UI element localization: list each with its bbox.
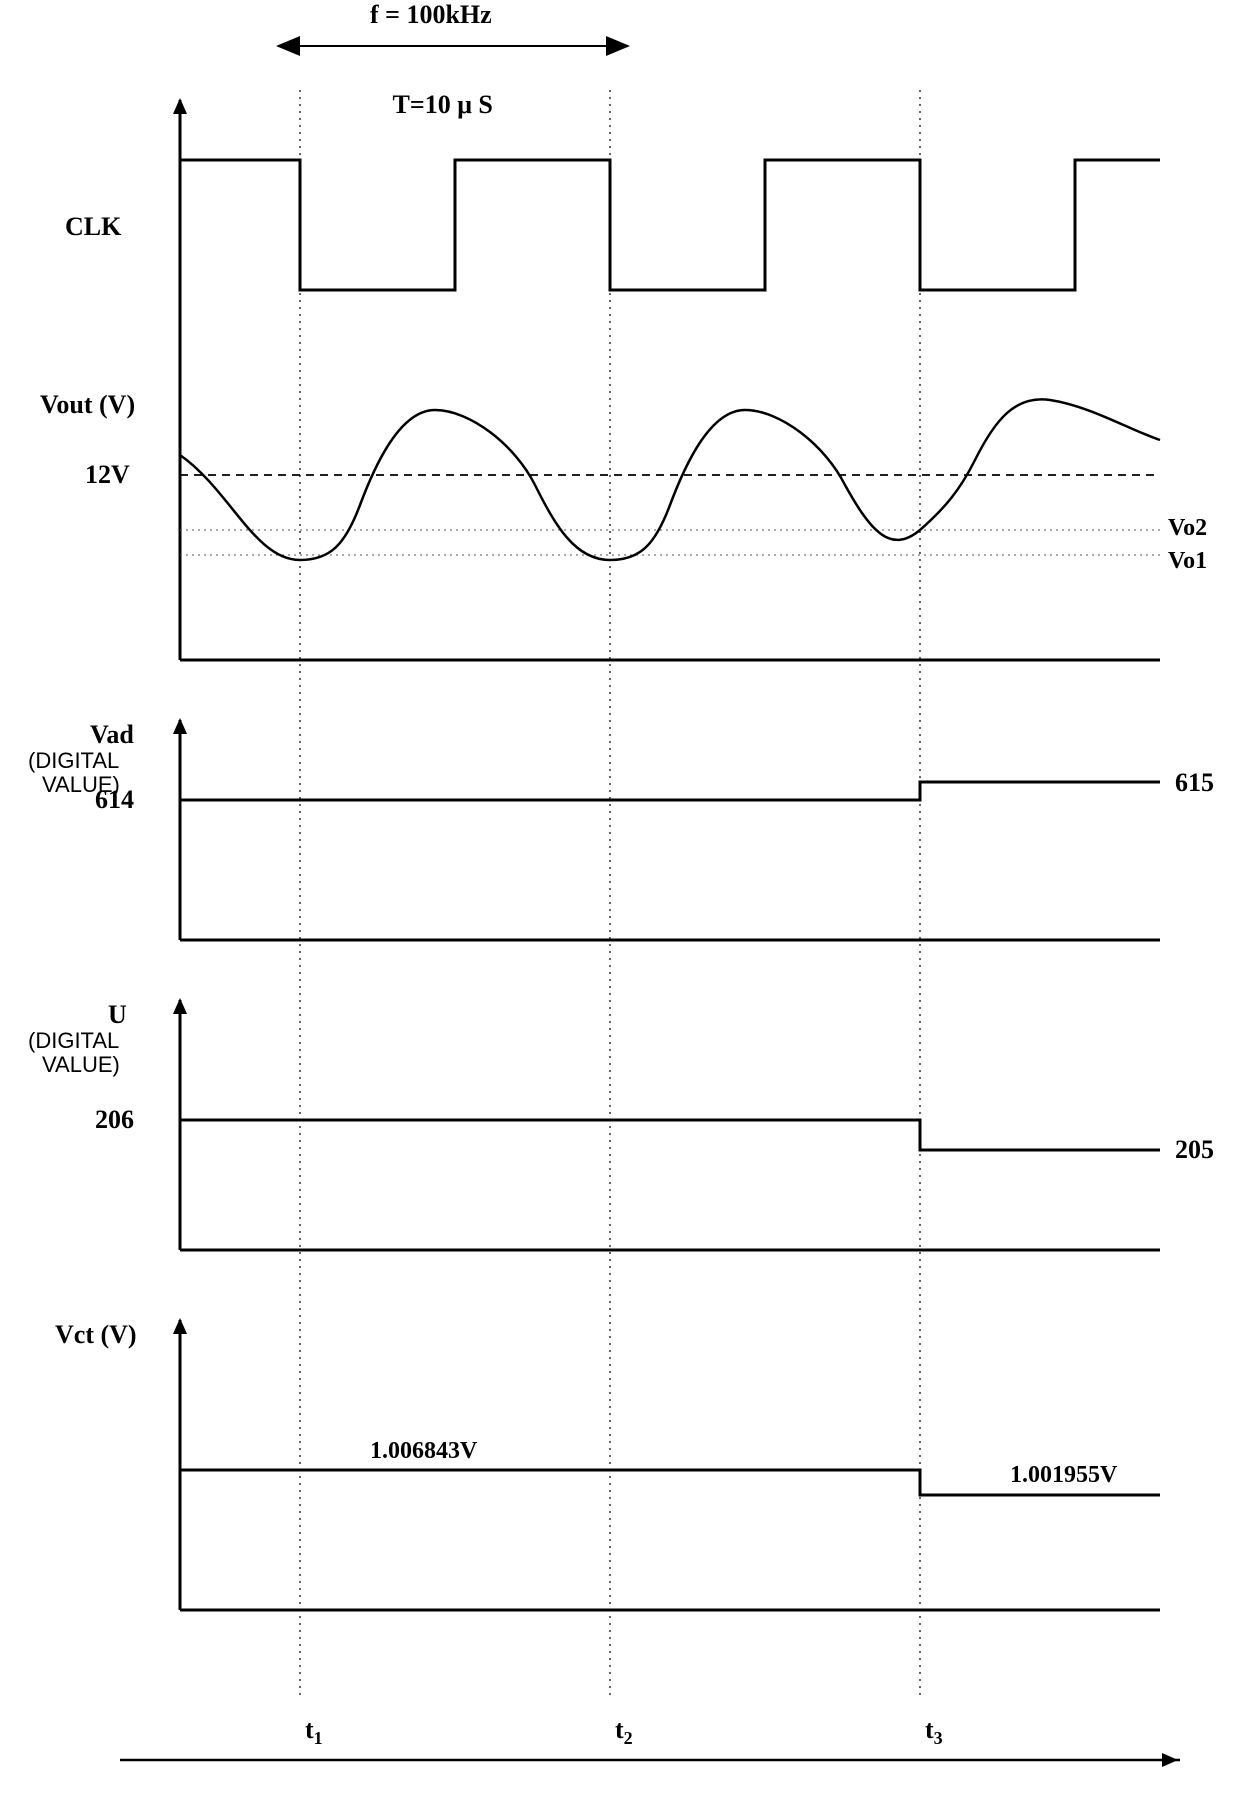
t1-label: t1 (292, 1685, 323, 1749)
t3-label: t3 (912, 1685, 943, 1749)
vct-value-left: 1.006843V (370, 1438, 477, 1465)
t1-sub: 1 (314, 1728, 323, 1748)
t3-sub: 3 (934, 1728, 943, 1748)
period-label-text: T=10 μ S (393, 90, 493, 119)
vout-label: Vout (V) (40, 390, 135, 420)
t2-sub: 2 (624, 1728, 633, 1748)
u-label-sub2: VALUE) (42, 1052, 120, 1078)
vad-value-right: 615 (1175, 768, 1214, 798)
t1-letter: t (305, 1715, 314, 1744)
t3-letter: t (925, 1715, 934, 1744)
vout-vo2-label: Vo2 (1168, 515, 1207, 542)
t2-letter: t (615, 1715, 624, 1744)
u-label-sub1: (DIGITAL (28, 1028, 119, 1054)
u-value-left: 206 (95, 1105, 134, 1135)
timing-diagram (0, 0, 1240, 1819)
vad-label-sub1: (DIGITAL (28, 748, 119, 774)
vout-12v-label: 12V (85, 460, 130, 490)
u-value-right: 205 (1175, 1135, 1214, 1165)
vad-label-main: Vad (90, 720, 134, 750)
vad-value-left: 614 (95, 785, 134, 815)
period-label: T=10 μ S (380, 60, 493, 120)
t2-label: t2 (602, 1685, 633, 1749)
freq-label: f = 100kHz (370, 0, 492, 30)
u-label-main: U (108, 1000, 127, 1030)
vct-value-right: 1.001955V (1010, 1462, 1117, 1489)
clk-label: CLK (65, 212, 121, 242)
vct-label: Vct (V) (55, 1320, 137, 1350)
vout-vo1-label: Vo1 (1168, 548, 1207, 575)
